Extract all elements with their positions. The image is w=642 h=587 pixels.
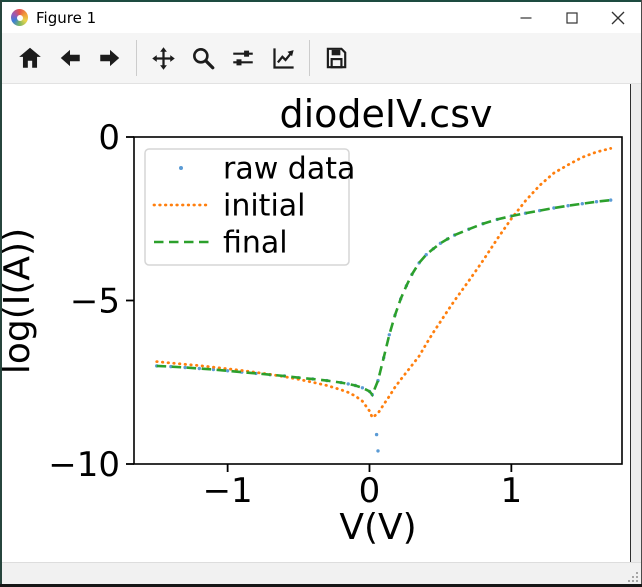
x-tick-label: 0 — [359, 471, 381, 511]
close-button[interactable] — [595, 2, 641, 33]
series-group — [155, 147, 613, 453]
scatter-point — [566, 204, 570, 208]
navigation-toolbar — [2, 33, 641, 84]
window-right-margin — [631, 84, 641, 562]
pan-button[interactable] — [143, 37, 183, 79]
maximize-icon — [566, 11, 578, 24]
forward-button[interactable] — [90, 37, 130, 79]
series-initial-line — [155, 147, 613, 420]
scatter-point — [580, 202, 584, 206]
legend-box — [144, 148, 350, 266]
zoom-button[interactable] — [183, 37, 223, 79]
canvas-right-edge — [630, 84, 631, 562]
scatter-point — [374, 432, 379, 437]
legend-marker-raw-data — [179, 166, 183, 170]
close-icon — [611, 11, 625, 24]
scatter-point — [424, 253, 428, 257]
toolbar-separator — [309, 40, 310, 76]
save-icon — [326, 47, 347, 69]
series-final-line — [156, 198, 611, 398]
window-border-left — [0, 0, 2, 585]
scatter-point — [197, 366, 201, 371]
scatter-point — [360, 386, 365, 390]
y-tick-label: −10 — [48, 445, 120, 485]
statusbar — [2, 562, 641, 584]
subplots-config-icon — [233, 50, 253, 66]
scatter-point — [225, 369, 230, 373]
pan-icon — [151, 46, 175, 70]
x-axis-label: V(V) — [339, 507, 416, 548]
y-tick-label: 0 — [98, 118, 120, 158]
legend-label: final — [223, 226, 288, 261]
titlebar[interactable]: Figure 1 — [2, 2, 641, 33]
scatter-point — [387, 333, 391, 337]
home-button[interactable] — [10, 37, 50, 79]
scatter-point — [376, 449, 380, 453]
minimize-icon — [520, 16, 532, 19]
edit-axis-icon — [272, 47, 294, 69]
x-tick-label: 1 — [501, 471, 523, 511]
resize-grip-icon[interactable] — [624, 568, 638, 582]
edit-parameters-button[interactable] — [263, 37, 303, 79]
home-icon — [19, 47, 41, 68]
window-title: Figure 1 — [36, 8, 97, 27]
maximize-button[interactable] — [549, 2, 595, 33]
window-controls — [503, 2, 641, 33]
back-button[interactable] — [50, 37, 90, 79]
figure-canvas[interactable]: −1 0 1 0 −5 −10 diodeIV.csv V(V) log(I(A)) raw da… — [0, 84, 641, 562]
toolbar-separator — [136, 40, 137, 76]
y-axis-label: log(I(A)) — [0, 228, 38, 374]
scatter-point — [594, 200, 599, 204]
window-border-top — [0, 0, 642, 2]
y-tick-label: −5 — [70, 282, 120, 322]
window-border-bottom — [0, 584, 642, 587]
chart-title: diodeIV.csv — [280, 92, 493, 136]
x-tick-label: −1 — [203, 471, 253, 511]
save-button[interactable] — [316, 37, 356, 79]
minimize-button[interactable] — [503, 2, 549, 33]
legend-label: initial — [223, 189, 306, 224]
legend-label: raw data — [223, 152, 355, 187]
forward-arrow-icon — [100, 49, 120, 67]
back-arrow-icon — [60, 49, 80, 67]
zoom-to-rect-icon — [193, 48, 215, 70]
scatter-point — [609, 198, 613, 202]
matplotlib-logo-icon — [11, 9, 28, 26]
scatter-point — [211, 367, 216, 372]
configure-subplots-button[interactable] — [223, 37, 263, 79]
scatter-point — [183, 365, 187, 370]
scatter-point — [552, 206, 556, 210]
scatter-point — [346, 382, 350, 386]
